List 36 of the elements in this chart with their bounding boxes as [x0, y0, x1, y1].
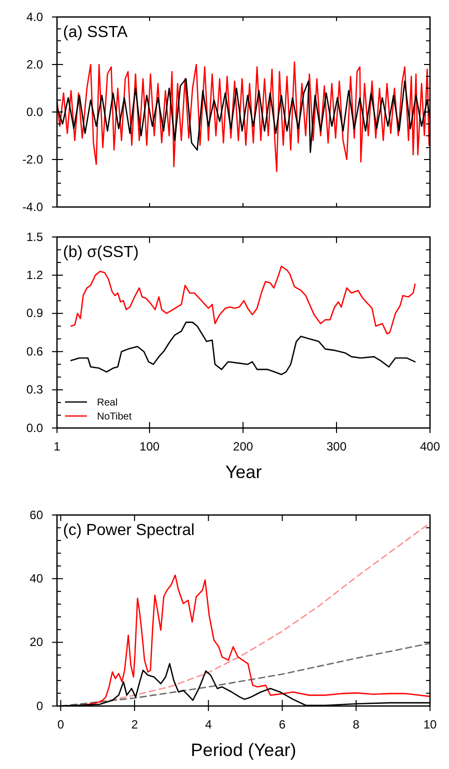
- x-tick-label: 2: [131, 718, 138, 732]
- x-tick-label: 300: [326, 440, 347, 454]
- y-tick-label: 1.2: [26, 268, 44, 282]
- x-tick-label: 100: [140, 440, 160, 454]
- y-tick-label: 20: [30, 635, 44, 650]
- chart-title: (c) Power Spectral: [63, 522, 195, 539]
- line-series: [57, 61, 430, 172]
- x-tick-label: 6: [278, 718, 286, 732]
- line-series: [70, 322, 416, 376]
- y-tick-label: 4.0: [26, 10, 44, 24]
- y-tick-label: 0.6: [26, 344, 44, 358]
- x-tick-label: 0: [57, 718, 64, 732]
- line-series: [70, 266, 416, 334]
- x-tick-label: 4: [205, 718, 212, 732]
- y-tick-label: 0.0: [26, 420, 44, 435]
- x-axis-title: Period (Year): [190, 740, 296, 760]
- y-tick-label: 0.3: [26, 382, 44, 397]
- y-tick-label: 1.5: [26, 230, 44, 244]
- chart-title: (b) σ(SST): [63, 244, 139, 261]
- y-tick-label: 0.9: [26, 306, 44, 320]
- x-tick-label: 10: [423, 718, 437, 732]
- x-axis-title: Year: [225, 462, 262, 482]
- y-tick-label: -2.0: [22, 152, 44, 166]
- x-tick-label: 1: [54, 440, 61, 454]
- x-tick-label: 400: [420, 440, 440, 454]
- y-tick-label: 2.0: [26, 57, 44, 72]
- x-tick-label: 8: [352, 718, 360, 732]
- y-tick-label: 40: [30, 572, 44, 586]
- y-tick-label: 0.0: [26, 104, 44, 119]
- y-tick-label: 0: [36, 698, 44, 713]
- legend-label: NoTibet: [97, 412, 132, 422]
- chart-title: (a) SSTA: [63, 24, 128, 41]
- legend-label: Real: [97, 398, 118, 408]
- y-tick-label: -4.0: [22, 200, 44, 214]
- x-tick-label: 200: [233, 440, 254, 454]
- y-tick-label: 60: [30, 508, 44, 522]
